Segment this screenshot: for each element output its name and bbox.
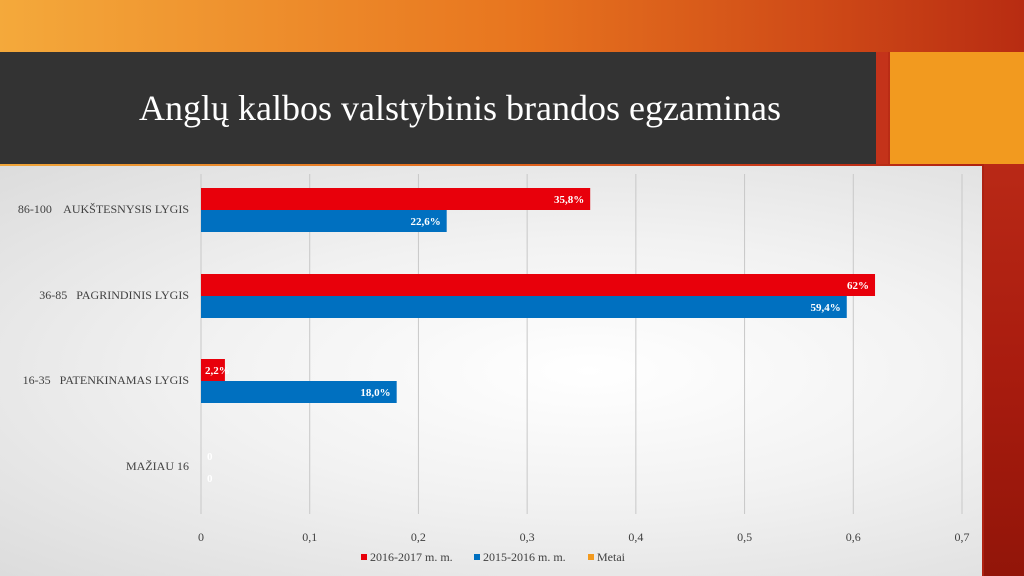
x-tick-label: 0,6 [846,530,861,544]
category-label: 86-100 AUKŠTESNYSIS LYGIS [18,202,189,216]
bar-chart: 35,8% 22,6% 62% 59,4% 2,2% 18,0% 0 0 86-100 AUK… [18,174,970,564]
title-bar-edge [876,52,888,164]
data-label: 18,0% [360,387,390,399]
x-tick-label: 0,7 [955,530,970,544]
accent-square [890,52,1024,164]
x-tick-label: 0,4 [628,530,643,544]
bar-2016-2017 [201,274,876,296]
x-tick-label: 0,2 [411,530,426,544]
legend-entry: 2015-2016 m. m. [483,550,566,564]
legend-entry: 2016-2017 m. m. [370,550,453,564]
slide-title: Anglų kalbos valstybinis brandos egzamin… [139,88,781,128]
category-labels: 86-100 AUKŠTESNYSIS LYGIS 36-85 PAGRINDIN… [18,202,189,473]
top-orange-band [0,0,1024,52]
bar-2016-2017 [201,359,225,381]
bar-2015-2016 [201,296,847,318]
data-label: 0 [207,473,213,485]
data-label: 2,2% [205,365,230,377]
data-label: 22,6% [410,216,440,228]
chart-bars: 35,8% 22,6% 62% 59,4% 2,2% 18,0% 0 0 [201,188,876,485]
data-label: 59,4% [811,302,841,314]
data-label: 35,8% [554,194,584,206]
x-tick-label: 0,1 [302,530,317,544]
category-label: MAŽIAU 16 [126,459,189,473]
legend-swatch [588,554,594,560]
title-bar [0,52,876,164]
chart-legend: 2016-2017 m. m. 2015-2016 m. m. Metai [361,550,626,564]
category-label: 16-35 PATENKINAMAS LYGIS [23,373,189,387]
bar-2016-2017 [201,188,591,210]
legend-swatch [361,554,367,560]
legend-entry: Metai [597,550,626,564]
bar-2015-2016 [201,381,397,403]
data-label: 0 [207,451,213,463]
bar-2015-2016 [201,210,447,232]
x-tick-label: 0 [198,530,204,544]
legend-swatch [474,554,480,560]
x-axis-tick-labels: 0 0,1 0,2 0,3 0,4 0,5 0,6 0,7 [198,530,970,544]
data-label: 62% [847,280,869,292]
chart-panel [0,166,982,576]
x-tick-label: 0,3 [520,530,535,544]
x-tick-label: 0,5 [737,530,752,544]
category-label: 36-85 PAGRINDINIS LYGIS [39,288,189,302]
